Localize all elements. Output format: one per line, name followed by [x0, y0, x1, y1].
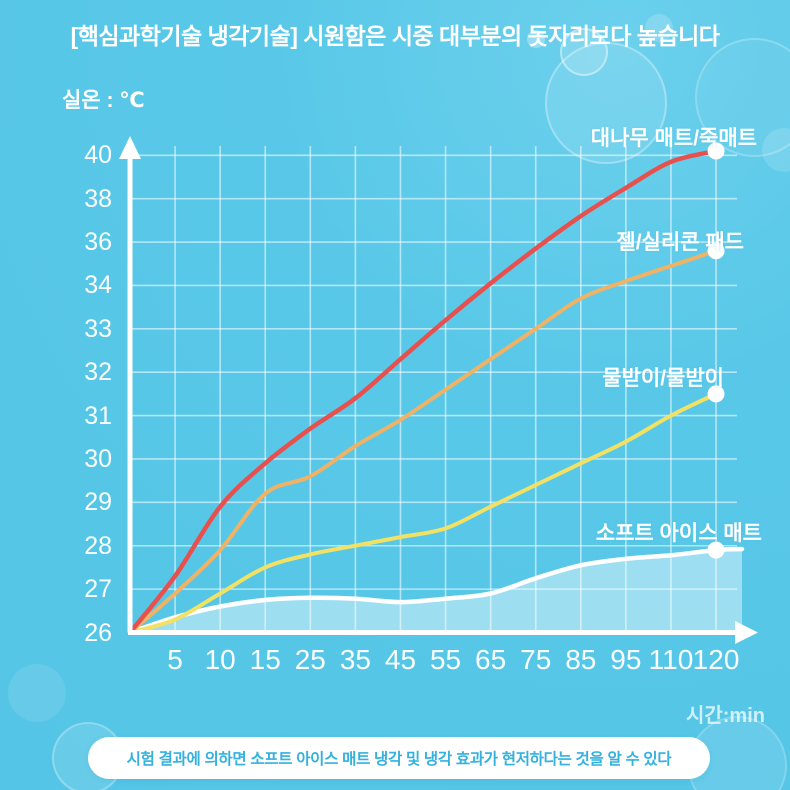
y-tick-label: 32	[84, 358, 112, 387]
y-axis-title: 실온 : ℃	[62, 89, 145, 112]
axes	[119, 136, 758, 644]
y-tick-label: 36	[84, 228, 112, 257]
series-label-gel-silicone-pad: 젤/실리콘 패드	[616, 231, 744, 254]
series-line-2	[128, 391, 718, 635]
y-tick-label: 28	[84, 531, 112, 560]
series-endpoint-dot-2	[707, 385, 725, 403]
y-tick-label: 31	[84, 401, 112, 430]
footer-pill: 시험 결과에 의하면 소프트 아이스 매트 냉각 및 냉각 효과가 현저하다는 …	[88, 737, 710, 779]
series-endpoint-dot-1	[707, 242, 725, 260]
series-line-1	[128, 248, 718, 635]
soft-ice-line	[127, 546, 745, 635]
y-tick-label: 26	[84, 618, 112, 647]
x-tick-label: 75	[520, 644, 552, 675]
y-tick-label: 40	[84, 141, 112, 170]
series-label-soft-ice-mat: 소프트 아이스 매트	[595, 522, 762, 545]
y-tick-label: 33	[84, 314, 112, 343]
x-tick-label: 55	[429, 644, 462, 675]
x-tick-label: 120	[692, 644, 740, 675]
x-tick-label: 85	[565, 644, 597, 675]
x-tick-label: 35	[339, 644, 371, 675]
soft-ice-area-fill	[130, 549, 742, 633]
series-line-0	[127, 148, 719, 635]
series-endpoint-dot-3	[707, 541, 725, 559]
y-tick-label: 27	[84, 575, 112, 604]
x-tick-label: 5	[167, 644, 183, 675]
series-label-water-mat: 물받이/물받이	[602, 367, 724, 390]
x-tick-label: 45	[384, 644, 417, 675]
x-tick-label: 110	[648, 644, 694, 675]
x-tick-label: 10	[204, 644, 236, 675]
x-tick-label: 15	[249, 644, 281, 675]
y-tick-label: 29	[84, 488, 112, 517]
y-tick-label: 30	[84, 444, 112, 473]
y-tick-label: 38	[84, 184, 112, 213]
x-tick-label: 25	[294, 644, 326, 675]
x-axis-unit-label: 시간:min	[685, 705, 765, 727]
x-tick-label: 95	[610, 644, 642, 675]
y-tick-label: 34	[84, 271, 112, 300]
series-endpoint-dot-0	[707, 142, 725, 160]
x-tick-label: 65	[475, 644, 507, 675]
footer-note-text: 시험 결과에 의하면 소프트 아이스 매트 냉각 및 냉각 효과가 현저하다는 …	[126, 751, 672, 768]
series-label-bamboo-mat: 대나무 매트/죽매트	[590, 127, 757, 150]
page-title: [핵심과학기술 냉각기술] 시원함은 시중 대부분의 돗자리보다 높습니다	[70, 23, 720, 49]
